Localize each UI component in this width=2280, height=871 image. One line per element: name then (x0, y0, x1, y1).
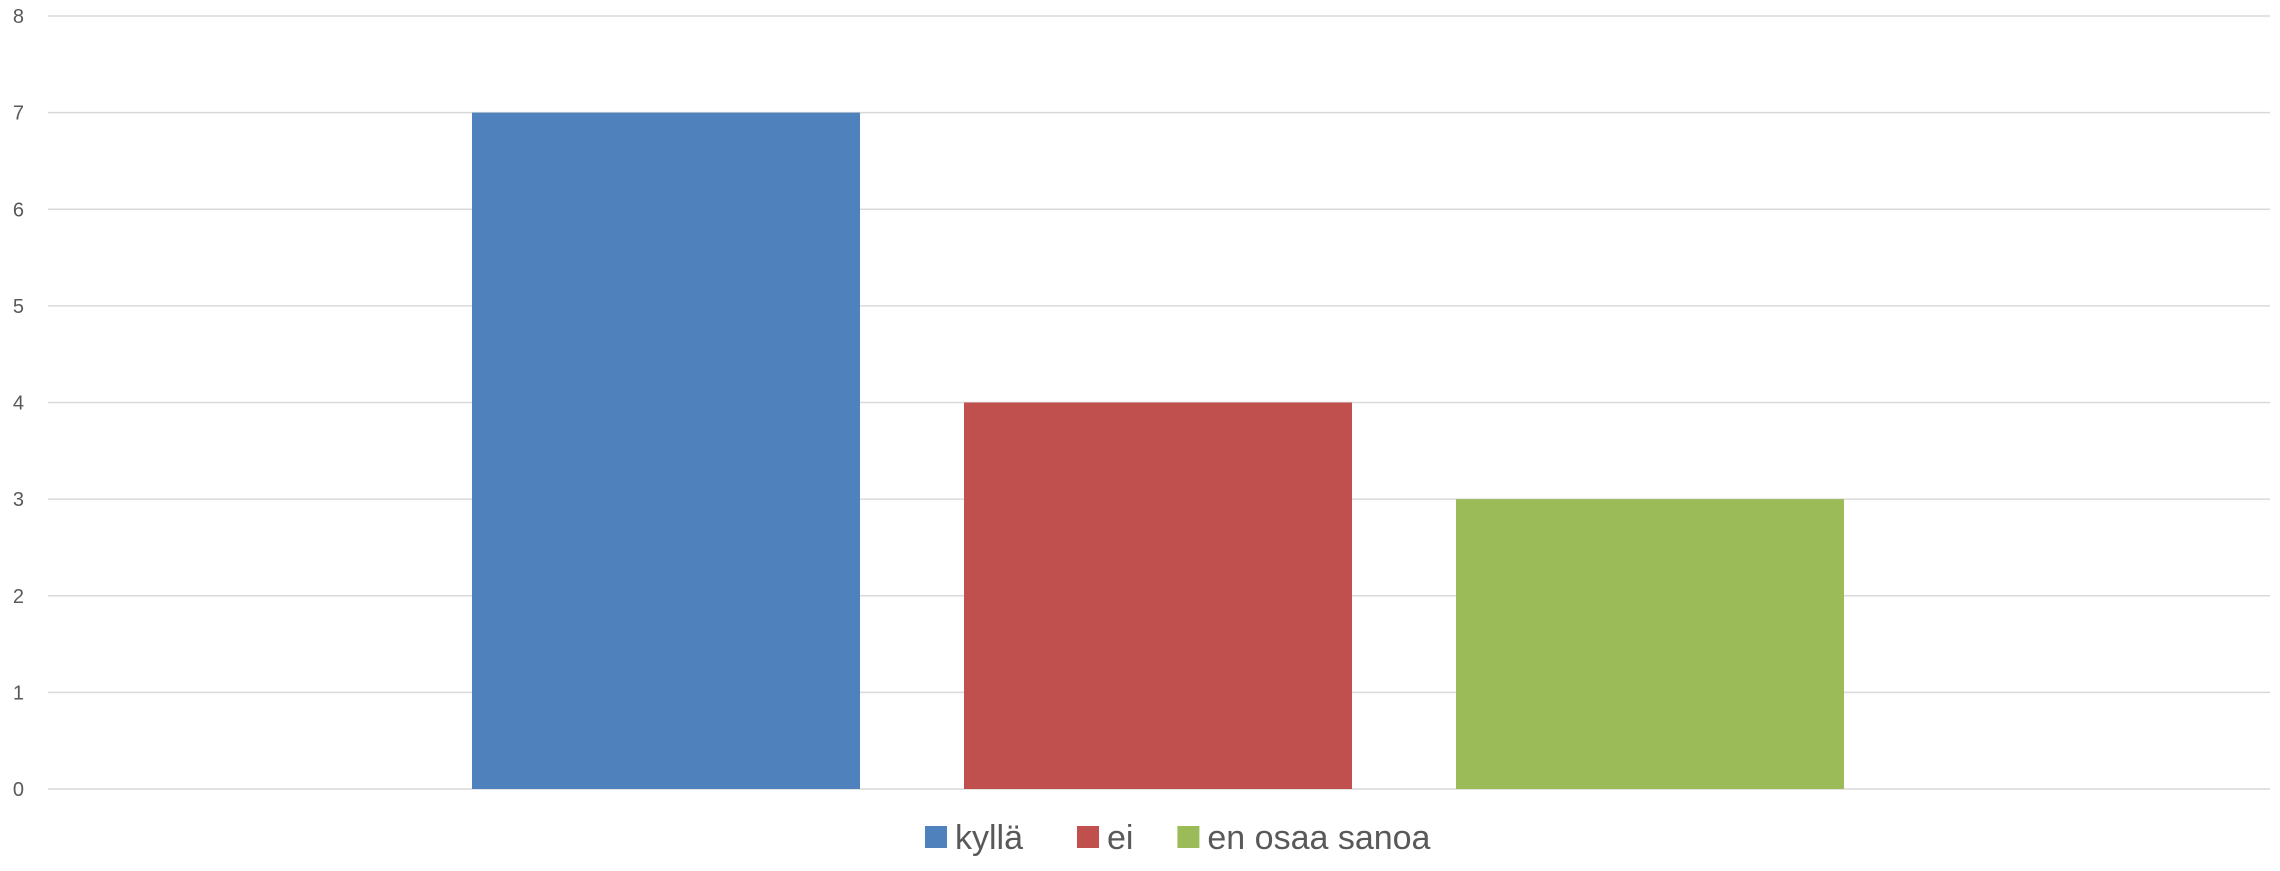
bar-en-osaa-sanoa (1456, 499, 1844, 789)
y-tick-label-6: 6 (13, 199, 24, 221)
legend-item-en-osaa-sanoa: en osaa sanoa (1177, 819, 1431, 857)
y-tick-label-4: 4 (13, 393, 24, 415)
legend: kyllä ei en osaa sanoa (925, 819, 1431, 857)
bar-kyllä (472, 112, 860, 789)
y-tick-label-3: 3 (13, 489, 24, 511)
legend-swatch-ei (1077, 826, 1099, 848)
legend-item-kyllä: kyllä (925, 819, 1023, 857)
y-tick-label-8: 8 (13, 6, 24, 28)
y-tick-label-0: 0 (13, 779, 24, 801)
bar-ei (964, 402, 1352, 789)
y-axis-tick-labels: 0 1 2 3 4 5 6 7 8 (13, 6, 24, 801)
legend-swatch-en-osaa-sanoa (1177, 826, 1200, 848)
y-tick-label-5: 5 (13, 296, 24, 318)
legend-label-en-osaa-sanoa: en osaa sanoa (1207, 819, 1430, 857)
y-tick-label-1: 1 (13, 682, 24, 704)
legend-label-kyllä: kyllä (955, 819, 1023, 857)
y-tick-label-2: 2 (13, 586, 24, 608)
y-tick-label-7: 7 (13, 103, 24, 125)
legend-swatch-kyllä (925, 826, 947, 848)
bars (472, 112, 1844, 789)
legend-item-ei: ei (1077, 819, 1133, 857)
legend-label-ei: ei (1107, 819, 1133, 857)
